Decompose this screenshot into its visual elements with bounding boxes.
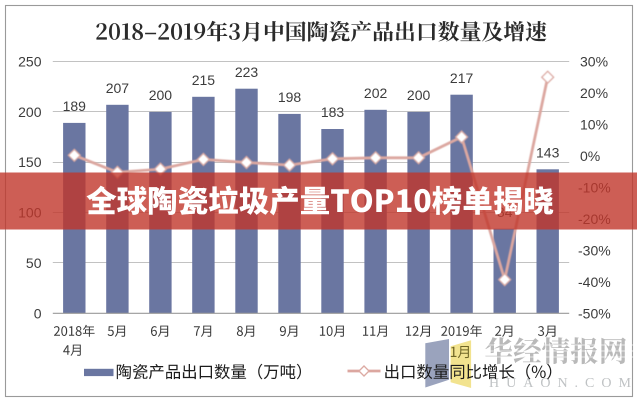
svg-text:150: 150 <box>18 154 42 170</box>
svg-text:20%: 20% <box>580 85 608 101</box>
svg-text:198: 198 <box>278 89 302 105</box>
svg-text:183: 183 <box>321 104 345 120</box>
svg-text:189: 189 <box>63 98 87 114</box>
svg-text:10%: 10% <box>580 116 608 132</box>
svg-text:143: 143 <box>536 145 560 161</box>
svg-text:0: 0 <box>34 305 42 321</box>
svg-text:-40%: -40% <box>578 274 611 290</box>
svg-text:223: 223 <box>235 64 259 80</box>
svg-text:202: 202 <box>364 85 388 101</box>
svg-text:215: 215 <box>192 72 216 88</box>
svg-text:HUAON.COM: HUAON.COM <box>489 376 637 391</box>
svg-text:200: 200 <box>18 104 42 120</box>
svg-text:0%: 0% <box>580 148 600 164</box>
svg-text:50: 50 <box>26 255 42 271</box>
svg-text:200: 200 <box>149 87 173 103</box>
svg-text:-30%: -30% <box>578 242 611 258</box>
svg-text:250: 250 <box>18 54 42 70</box>
svg-text:217: 217 <box>450 70 474 86</box>
svg-text:207: 207 <box>106 80 130 96</box>
svg-text:200: 200 <box>407 87 431 103</box>
svg-text:-50%: -50% <box>578 305 611 321</box>
svg-text:30%: 30% <box>580 54 608 70</box>
